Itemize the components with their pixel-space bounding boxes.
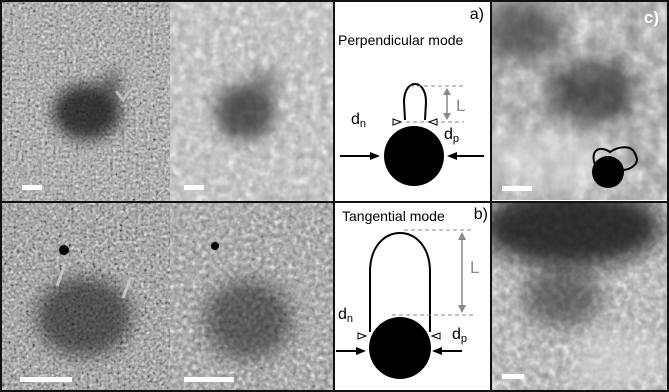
scale-bar [502, 186, 532, 191]
schematic-a: a) Perpendicular mode L dn dp [334, 2, 490, 202]
noise-texture [170, 202, 334, 390]
micrograph-a-right [170, 2, 334, 202]
noise-texture [2, 202, 170, 390]
noise-texture [170, 2, 334, 202]
panel-label-c: c) [643, 8, 659, 27]
dp-symbol: dp [444, 126, 460, 145]
micrograph-b-left [2, 202, 170, 390]
panel-label-a: a) [469, 6, 484, 23]
mode-title: Perpendicular mode [338, 32, 464, 48]
frame-border [490, 0, 669, 392]
loop-sphere-icon [592, 146, 638, 188]
perpendicular-schematic [340, 83, 484, 186]
micrograph-a-left [2, 2, 170, 202]
scale-bar [184, 185, 204, 190]
scale-bar [22, 185, 42, 190]
length-symbol: L [456, 96, 466, 115]
scale-bar [502, 374, 524, 379]
dn-symbol: dn [351, 111, 367, 130]
noise-texture [492, 2, 667, 200]
noise-texture [2, 2, 170, 202]
panel-label-b: b) [473, 206, 488, 223]
scale-bar [184, 377, 234, 382]
mode-title: Tangential mode [342, 208, 445, 224]
scale-bar [20, 377, 72, 382]
tangential-schematic [336, 229, 474, 379]
schematic-b: b) Tangential mode L dn dp [334, 202, 490, 390]
frame-border [0, 0, 492, 392]
micrograph-c-top: c) [492, 2, 667, 200]
micrograph-b-right [170, 202, 334, 390]
length-symbol: L [470, 258, 480, 277]
column-divider [333, 0, 335, 392]
marker-v-icon [114, 89, 132, 103]
dn-symbol: dn [338, 306, 354, 325]
noise-texture [492, 202, 667, 390]
micrograph-c-bottom [492, 202, 667, 390]
marker-lines-icon [55, 263, 132, 299]
dp-symbol: dp [452, 326, 468, 345]
